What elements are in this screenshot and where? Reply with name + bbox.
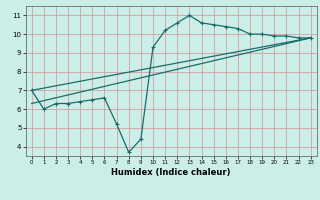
X-axis label: Humidex (Indice chaleur): Humidex (Indice chaleur) bbox=[111, 168, 231, 177]
